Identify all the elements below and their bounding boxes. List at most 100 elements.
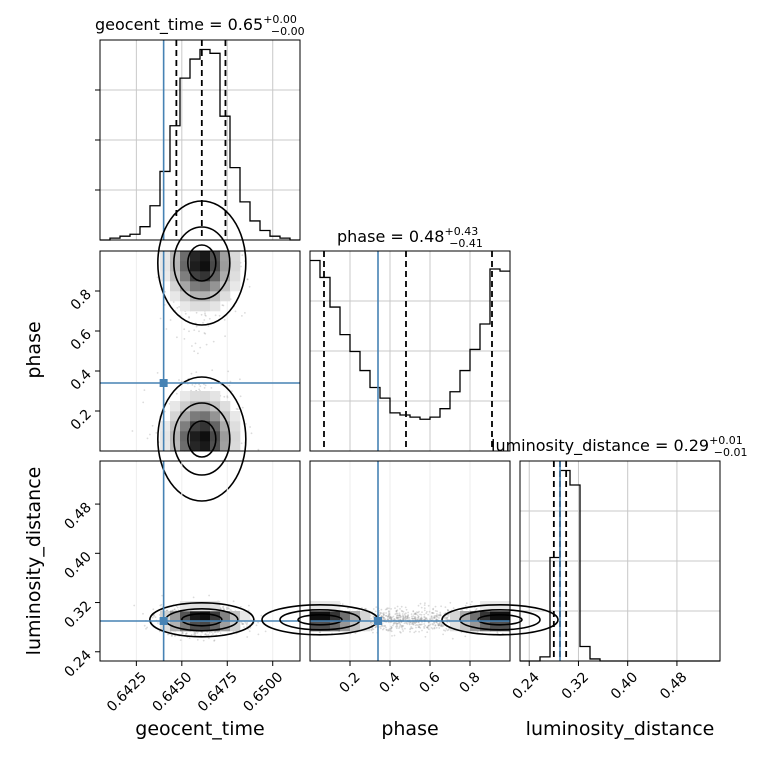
sample-point bbox=[438, 624, 440, 627]
sample-point bbox=[440, 624, 443, 627]
sample-point bbox=[446, 609, 449, 611]
sample-point bbox=[447, 609, 449, 612]
sample-point bbox=[213, 640, 216, 642]
density-cell bbox=[180, 401, 191, 412]
sample-point bbox=[201, 631, 204, 634]
density-cell bbox=[190, 421, 201, 432]
sample-point bbox=[170, 635, 173, 637]
sample-point bbox=[430, 627, 433, 629]
sample-point bbox=[390, 625, 393, 628]
density-cell bbox=[180, 301, 191, 312]
sample-point bbox=[426, 631, 429, 634]
sample-point bbox=[250, 432, 253, 435]
sample-point bbox=[419, 618, 422, 621]
sample-point bbox=[391, 635, 393, 637]
ylabel-phase: phase bbox=[23, 321, 45, 378]
density-cell bbox=[160, 261, 171, 272]
sample-point bbox=[198, 330, 200, 333]
sample-point bbox=[411, 623, 413, 625]
sample-point bbox=[413, 616, 416, 618]
density-cell bbox=[210, 391, 221, 402]
density-cell bbox=[180, 431, 191, 442]
ytick-label-luminosity_distance: 0.32 bbox=[61, 598, 94, 631]
sample-point bbox=[465, 607, 468, 610]
sample-point bbox=[383, 625, 386, 627]
sample-point bbox=[383, 612, 385, 614]
sample-point bbox=[257, 448, 260, 451]
sample-point bbox=[428, 610, 431, 613]
density-cell bbox=[160, 431, 171, 442]
sample-point bbox=[404, 627, 406, 630]
sample-point bbox=[226, 608, 228, 611]
sample-point bbox=[436, 622, 439, 625]
xtick-label-phase: 0.8 bbox=[457, 669, 484, 696]
sample-point bbox=[433, 626, 436, 629]
sample-point bbox=[396, 616, 399, 619]
sample-point bbox=[438, 624, 441, 627]
sample-point bbox=[425, 612, 428, 615]
sample-point bbox=[374, 610, 377, 613]
sample-point bbox=[431, 617, 434, 619]
sample-point bbox=[393, 622, 396, 624]
sample-point bbox=[386, 618, 389, 621]
sample-point bbox=[395, 612, 398, 615]
sample-point bbox=[428, 618, 431, 621]
sample-point bbox=[184, 633, 187, 636]
sample-point bbox=[178, 379, 180, 381]
density-cell bbox=[450, 611, 461, 622]
sample-point bbox=[425, 617, 428, 619]
sample-point bbox=[432, 612, 435, 615]
density-cell bbox=[200, 441, 211, 452]
sample-point bbox=[410, 613, 413, 615]
sample-point bbox=[415, 624, 418, 626]
sample-point bbox=[385, 614, 388, 617]
sample-point bbox=[205, 634, 208, 636]
sample-point bbox=[347, 607, 349, 610]
density-cell bbox=[190, 291, 201, 302]
sample-point bbox=[390, 627, 393, 629]
title-phase: phase = 0.48+0.43 −0.41 bbox=[337, 225, 483, 250]
sample-point bbox=[413, 622, 415, 624]
sample-point bbox=[403, 613, 406, 616]
sample-point bbox=[449, 601, 452, 604]
sample-point bbox=[434, 605, 437, 608]
sample-point bbox=[222, 606, 224, 609]
sample-point bbox=[212, 633, 214, 635]
marginal-phase bbox=[309, 250, 511, 452]
sample-point bbox=[439, 613, 442, 616]
density-cell bbox=[200, 611, 211, 622]
sample-point bbox=[218, 314, 221, 317]
sample-point bbox=[401, 615, 404, 617]
sample-point bbox=[241, 623, 244, 625]
sample-point bbox=[443, 616, 446, 619]
sample-point bbox=[341, 603, 344, 606]
xtick-label-phase: 0.6 bbox=[417, 669, 444, 696]
sample-point bbox=[372, 622, 375, 624]
sample-point bbox=[465, 602, 468, 605]
sample-point bbox=[195, 325, 198, 328]
density-cell bbox=[190, 301, 201, 312]
sample-point bbox=[383, 627, 385, 630]
density-cell bbox=[180, 271, 191, 282]
sample-point bbox=[381, 615, 383, 618]
sample-point bbox=[402, 616, 405, 619]
panel-frame bbox=[99, 39, 301, 241]
sample-point bbox=[244, 622, 247, 624]
sample-point bbox=[395, 610, 398, 613]
xtick-label-luminosity_distance: 0.32 bbox=[559, 669, 592, 702]
sample-point bbox=[431, 623, 434, 625]
sample-point bbox=[413, 631, 416, 634]
density-cell bbox=[180, 621, 191, 632]
sample-point bbox=[152, 608, 155, 611]
sample-point bbox=[390, 618, 393, 621]
sample-point bbox=[401, 625, 404, 628]
sample-point bbox=[154, 616, 157, 619]
density-cell bbox=[220, 251, 231, 262]
sample-point bbox=[435, 615, 438, 618]
sample-point bbox=[394, 613, 397, 615]
sample-point bbox=[423, 618, 426, 621]
sample-point bbox=[354, 632, 357, 635]
sample-point bbox=[159, 317, 162, 320]
ytick-label-luminosity_distance: 0.24 bbox=[61, 647, 94, 680]
sample-point bbox=[439, 614, 442, 617]
